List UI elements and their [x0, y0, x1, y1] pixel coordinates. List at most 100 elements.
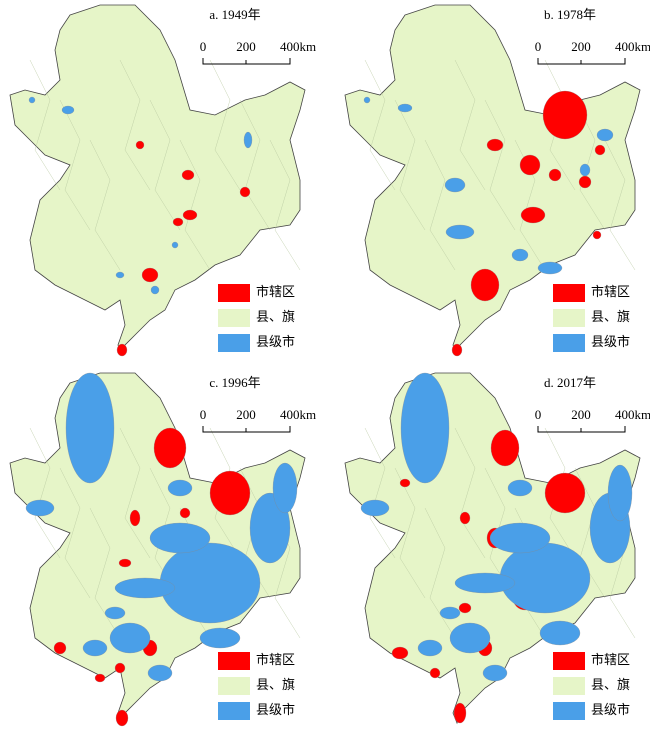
county-boundary [119, 427, 151, 559]
county-boundary [364, 59, 396, 191]
county-city [171, 241, 179, 249]
legend-swatch [218, 309, 250, 327]
county-boundary [149, 99, 181, 231]
legend-swatch [553, 677, 585, 695]
scale-bar [202, 426, 291, 433]
urban-district [544, 472, 586, 514]
urban-district [172, 217, 184, 227]
urban-district [114, 662, 126, 674]
county-boundary [484, 99, 516, 231]
county-boundary [394, 467, 426, 599]
county-boundary [29, 427, 61, 559]
county-boundary [454, 427, 486, 559]
scale-label: 200 [236, 39, 256, 54]
urban-district [141, 267, 159, 283]
county-city [25, 499, 55, 517]
legend-label: 市辖区 [591, 652, 630, 667]
urban-district [490, 429, 520, 467]
county-city [596, 128, 614, 142]
urban-district [520, 206, 546, 224]
county-city [149, 522, 211, 554]
scale-bar [537, 58, 626, 65]
urban-district [181, 169, 195, 181]
urban-district [182, 209, 198, 221]
legend-swatch [218, 702, 250, 720]
legend-swatch [553, 309, 585, 327]
county-city [363, 96, 371, 104]
county-boundary [119, 59, 151, 191]
county-boundary [364, 427, 396, 559]
county-boundary [59, 99, 91, 231]
county-boundary [454, 59, 486, 191]
county-city [82, 639, 108, 657]
map-outline [344, 4, 641, 356]
scale-label: 0 [200, 39, 207, 54]
map-outline [9, 4, 306, 356]
county-city [449, 622, 491, 654]
legend-swatch [218, 652, 250, 670]
urban-district [519, 154, 541, 176]
legend-swatch [553, 334, 585, 352]
scale-label: 200 [236, 407, 256, 422]
urban-district [135, 140, 145, 150]
legend-label: 县、旗 [591, 677, 630, 692]
county-boundary [424, 507, 456, 639]
county-city [360, 499, 390, 517]
urban-district [486, 138, 504, 152]
county-city [61, 105, 75, 115]
county-boundary [424, 139, 456, 271]
legend-swatch [218, 334, 250, 352]
county-city [114, 577, 176, 599]
panel-title: a. 1949年 [209, 7, 260, 22]
county-city [539, 620, 581, 646]
county-boundary [89, 507, 121, 639]
legend-label: 市辖区 [591, 284, 630, 299]
county-boundary [604, 139, 636, 271]
urban-district [391, 646, 409, 660]
scale-label: 0 [535, 407, 542, 422]
urban-district [542, 90, 588, 140]
county-city [537, 261, 563, 275]
urban-district [94, 673, 106, 683]
legend-label: 县、旗 [256, 309, 295, 324]
legend-label: 县级市 [256, 334, 295, 349]
legend-label: 市辖区 [256, 652, 295, 667]
scale-bar [202, 58, 291, 65]
county-boundary [59, 467, 91, 599]
urban-district [470, 268, 500, 302]
urban-district [548, 168, 562, 182]
panel-title: b. 1978年 [544, 7, 596, 22]
urban-district [115, 709, 129, 727]
county-boundary [269, 139, 301, 271]
county-city [444, 177, 466, 193]
county-city [159, 542, 261, 624]
scale-label: 200 [571, 39, 591, 54]
county-city [104, 606, 126, 620]
county-city [454, 572, 516, 594]
county-boundary [29, 59, 61, 191]
county-boundary [179, 139, 211, 271]
panel-title: c. 1996年 [209, 375, 260, 390]
scale-bar [537, 426, 626, 433]
county-city [150, 285, 160, 295]
urban-district [53, 641, 67, 655]
county-city [499, 542, 591, 614]
legend-swatch [218, 677, 250, 695]
scale-label: 200 [571, 407, 591, 422]
legend-label: 县级市 [591, 334, 630, 349]
legend-swatch [553, 284, 585, 302]
county-city [167, 479, 193, 497]
urban-district [578, 175, 592, 189]
county-city [115, 271, 125, 279]
county-city [397, 103, 413, 113]
legend-swatch [553, 702, 585, 720]
urban-district [209, 470, 251, 516]
legend-swatch [553, 652, 585, 670]
county-city [199, 627, 241, 649]
county-city [579, 163, 591, 177]
legend-swatch [218, 284, 250, 302]
urban-district [592, 230, 602, 240]
